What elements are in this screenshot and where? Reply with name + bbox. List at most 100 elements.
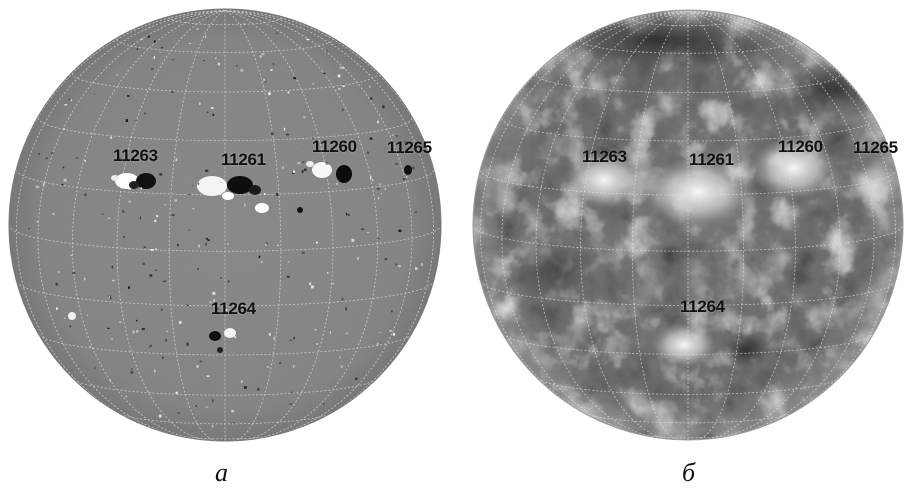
magnetic-speckle bbox=[289, 403, 293, 405]
magnetic-speckle bbox=[122, 210, 125, 213]
magnetic-speckle bbox=[155, 269, 158, 271]
grid-line bbox=[473, 224, 903, 252]
magnetic-speckle bbox=[212, 113, 215, 116]
magnetic-speckle bbox=[336, 183, 339, 185]
magnetic-speckle bbox=[195, 404, 197, 407]
magnetic-speckle bbox=[347, 213, 350, 216]
magnetic-speckle bbox=[306, 38, 310, 41]
grid-line bbox=[632, 11, 689, 440]
grid-line bbox=[473, 11, 689, 226]
magnetic-speckle bbox=[68, 98, 71, 100]
magnetic-speckle bbox=[341, 297, 344, 301]
magnetic-speckle bbox=[192, 208, 195, 210]
magnetic-speckle bbox=[150, 344, 152, 347]
grid-line bbox=[501, 11, 689, 435]
magnetic-speckle bbox=[241, 380, 243, 383]
magnetic-speckle bbox=[244, 386, 247, 389]
magnetic-speckle bbox=[171, 214, 175, 216]
magnetic-speckle bbox=[112, 279, 115, 282]
magnetic-speckle bbox=[220, 277, 222, 279]
magnetic-speckle bbox=[162, 356, 164, 360]
magnetic-speckle bbox=[234, 336, 237, 339]
magnetic-speckle bbox=[165, 338, 167, 342]
magnetic-speckle bbox=[377, 237, 380, 240]
magnetic-speckle bbox=[415, 267, 418, 270]
magnetic-speckle bbox=[323, 72, 326, 75]
magnetic-speckle bbox=[355, 377, 358, 381]
region-label-11261-b: 11261 bbox=[689, 150, 734, 169]
region-label-11264-b: 11264 bbox=[680, 297, 725, 316]
magnetic-speckle bbox=[149, 274, 153, 277]
magnetic-speckle bbox=[156, 215, 158, 218]
magnetic-speckle bbox=[267, 365, 269, 368]
magnetic-speckle bbox=[214, 57, 217, 59]
magnetic-speckle bbox=[197, 182, 200, 185]
magnetic-speckle bbox=[276, 32, 278, 34]
magnetic-speckle bbox=[309, 282, 312, 286]
magnetic-speckle bbox=[147, 35, 150, 38]
magnetic-speckle bbox=[186, 304, 189, 306]
magnetic-speckle bbox=[124, 148, 126, 152]
euv-disk-image bbox=[472, 9, 904, 441]
magnetic-speckle bbox=[279, 362, 282, 364]
magnetic-speckle bbox=[233, 422, 235, 424]
magnetic-speckle bbox=[268, 92, 271, 96]
magnetic-speckle bbox=[28, 227, 30, 230]
magnetic-speckle bbox=[392, 332, 395, 336]
magnetic-speckle bbox=[86, 314, 89, 317]
magnetic-speckle bbox=[258, 255, 261, 259]
magnetic-speckle bbox=[125, 395, 127, 398]
magnetic-speckle bbox=[151, 68, 154, 70]
magnetic-speckle bbox=[316, 343, 318, 345]
magnetic-speckle bbox=[398, 265, 401, 267]
magnetic-speckle bbox=[70, 254, 72, 257]
active-region-11264-spots bbox=[68, 312, 236, 353]
magnetic-speckle bbox=[154, 369, 156, 373]
magnetic-speckle bbox=[130, 371, 134, 374]
magnetic-speckle bbox=[188, 194, 191, 195]
euv-region-11260-glow bbox=[752, 136, 836, 200]
magnetic-speckle bbox=[391, 310, 393, 313]
magnetic-speckle bbox=[199, 360, 202, 363]
magnetic-speckle bbox=[148, 346, 152, 348]
magnetic-speckle bbox=[142, 262, 145, 265]
grid-line bbox=[537, 378, 839, 395]
magnetic-speckle bbox=[273, 337, 276, 341]
magnetic-speckle bbox=[109, 379, 111, 382]
grid-line bbox=[632, 18, 744, 27]
magnetic-speckle bbox=[35, 185, 38, 188]
active-region-11265-spots bbox=[404, 165, 412, 175]
euv-region-11264-glow bbox=[652, 323, 716, 367]
magnetic-speckle bbox=[207, 239, 210, 241]
magnetic-speckle bbox=[205, 237, 208, 240]
magnetic-speckle bbox=[37, 186, 40, 189]
magnetic-speckle bbox=[292, 171, 295, 175]
magnetic-speckle bbox=[236, 64, 238, 67]
magnetic-speckle bbox=[342, 85, 345, 87]
magnetic-speckle bbox=[205, 35, 207, 38]
magnetic-speckle bbox=[111, 338, 113, 340]
magnetic-speckle bbox=[89, 346, 92, 348]
active-region-11260-spots bbox=[306, 161, 352, 183]
magnetogram-panel: 11263 11261 11260 11265 11264 а bbox=[0, 0, 456, 499]
magnetic-speckle bbox=[107, 327, 110, 329]
magnetic-speckle bbox=[212, 291, 216, 295]
magnetic-speckle bbox=[367, 151, 370, 154]
magnetic-speckle bbox=[63, 127, 65, 130]
euv-region-11261-glow bbox=[643, 157, 753, 227]
magnetic-speckle bbox=[94, 93, 96, 96]
magnetic-speckle bbox=[84, 160, 86, 162]
magnetic-speckle bbox=[171, 91, 174, 93]
grid-line bbox=[580, 11, 689, 440]
magnetic-speckle bbox=[395, 163, 398, 165]
magnetic-speckle bbox=[127, 95, 130, 97]
magnetic-speckle bbox=[57, 271, 61, 273]
magnetic-speckle bbox=[345, 307, 347, 311]
magnetic-speckle bbox=[109, 297, 112, 300]
magnetic-speckle bbox=[229, 311, 232, 313]
grid-line bbox=[687, 11, 796, 440]
magnetic-speckle bbox=[398, 229, 402, 232]
magnetic-speckle bbox=[206, 111, 209, 114]
magnetic-speckle bbox=[131, 368, 133, 370]
magnetic-speckle bbox=[136, 330, 139, 333]
